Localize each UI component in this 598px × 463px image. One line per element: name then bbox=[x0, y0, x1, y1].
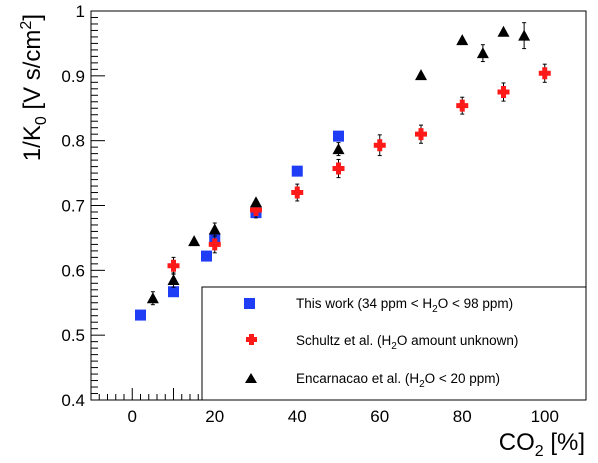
y-axis-title: 1/K0 [V s/cm2] bbox=[18, 14, 50, 161]
y-tick-label: 0.8 bbox=[61, 132, 85, 151]
data-points bbox=[135, 22, 551, 321]
triangle-marker bbox=[497, 25, 510, 37]
square-marker bbox=[201, 250, 212, 262]
x-tick-label: 60 bbox=[370, 407, 389, 426]
cross-marker bbox=[208, 238, 221, 251]
legend: This work (34 ppm < H2O < 98 ppm) Schult… bbox=[201, 286, 587, 401]
legend-label-encarnacao: Encarnacao et al. (H2O < 20 ppm) bbox=[296, 371, 500, 390]
cross-marker bbox=[456, 99, 469, 112]
square-marker bbox=[333, 130, 344, 142]
triangle-marker bbox=[415, 69, 427, 81]
x-axis-title: CO2 [%] bbox=[499, 429, 585, 460]
triangle-marker bbox=[146, 292, 159, 304]
square-marker bbox=[135, 309, 146, 321]
square-marker bbox=[168, 286, 179, 298]
triangle-marker bbox=[167, 274, 180, 286]
legend-triangle-marker bbox=[245, 373, 257, 383]
legend-box bbox=[201, 286, 587, 401]
axis-tick-labels: 0 20 40 60 80 100 0.4 0.5 0.6 0.7 0.8 0.9 1 bbox=[61, 2, 559, 426]
x-tick-label: 20 bbox=[205, 407, 224, 426]
cross-marker bbox=[167, 259, 180, 272]
y-tick-label: 0.6 bbox=[61, 261, 85, 280]
cross-marker bbox=[332, 162, 345, 175]
y-tick-label: 0.4 bbox=[61, 391, 85, 410]
square-marker bbox=[291, 165, 303, 177]
legend-label-this-work: This work (34 ppm < H2O < 98 ppm) bbox=[296, 296, 513, 315]
triangle-marker bbox=[518, 29, 531, 41]
triangle-marker bbox=[188, 235, 201, 247]
y-tick-label: 0.7 bbox=[61, 197, 85, 216]
cross-marker bbox=[373, 139, 386, 152]
x-tick-label: 40 bbox=[288, 407, 307, 426]
triangle-marker bbox=[332, 143, 345, 155]
triangle-marker bbox=[456, 34, 469, 46]
legend-cross-marker bbox=[246, 334, 257, 345]
triangle-marker bbox=[476, 47, 489, 59]
legend-square-marker bbox=[244, 298, 255, 309]
x-tick-label: 0 bbox=[128, 407, 137, 426]
y-tick-label: 1 bbox=[76, 2, 85, 21]
cross-marker bbox=[250, 204, 262, 217]
x-tick-label: 100 bbox=[531, 407, 559, 426]
y-tick-label: 0.5 bbox=[61, 326, 85, 345]
y-tick-label: 0.9 bbox=[61, 67, 85, 86]
cross-marker bbox=[538, 67, 551, 80]
triangle-marker bbox=[250, 196, 262, 208]
legend-label-schultz: Schultz et al. (H2O amount unknown) bbox=[296, 333, 518, 352]
x-tick-label: 80 bbox=[453, 407, 472, 426]
triangle-marker bbox=[208, 223, 221, 235]
cross-marker bbox=[497, 86, 510, 99]
cross-marker bbox=[291, 186, 304, 199]
cross-marker bbox=[415, 128, 427, 141]
